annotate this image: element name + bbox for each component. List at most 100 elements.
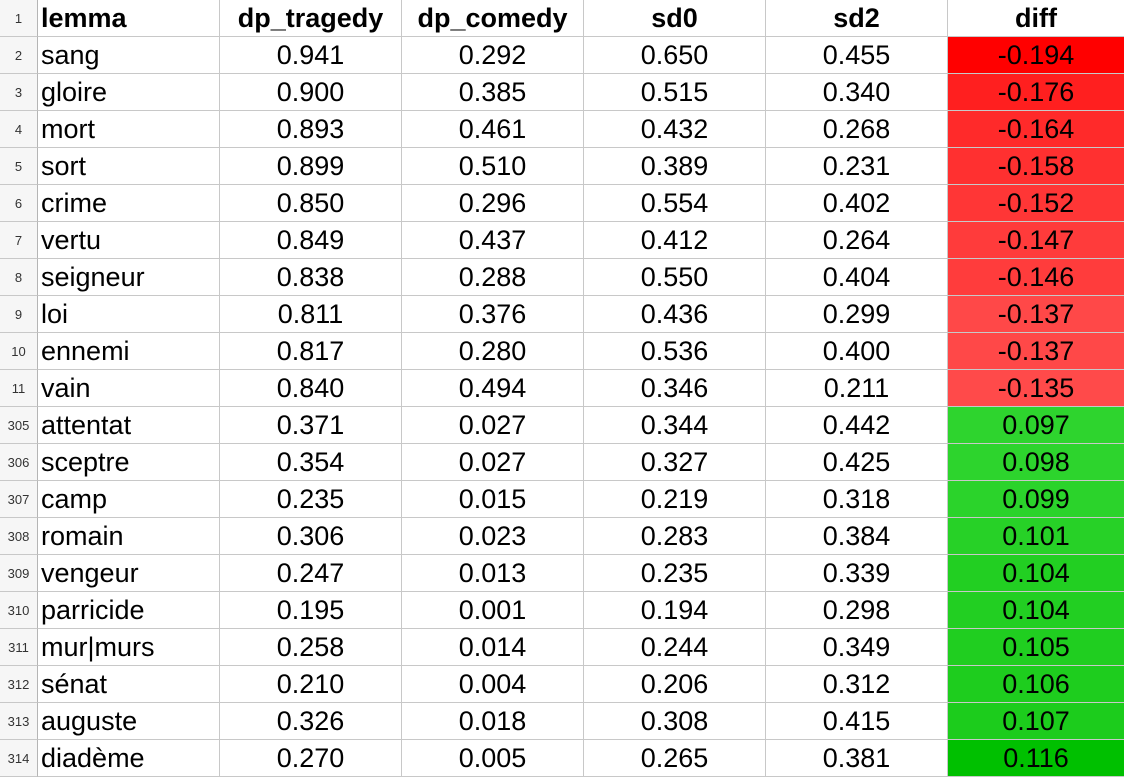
- cell-dp-comedy[interactable]: 0.027: [402, 444, 584, 481]
- row-number[interactable]: 308: [0, 518, 38, 555]
- cell-dp-tragedy[interactable]: 0.840: [220, 370, 402, 407]
- cell-sd2[interactable]: 0.298: [766, 592, 948, 629]
- row-number[interactable]: 305: [0, 407, 38, 444]
- cell-sd2[interactable]: 0.400: [766, 333, 948, 370]
- cell-diff[interactable]: 0.104: [948, 555, 1124, 592]
- cell-dp-comedy[interactable]: 0.376: [402, 296, 584, 333]
- cell-sd2[interactable]: 0.268: [766, 111, 948, 148]
- cell-diff[interactable]: -0.194: [948, 37, 1124, 74]
- cell-dp-comedy[interactable]: 0.015: [402, 481, 584, 518]
- cell-sd0[interactable]: 0.432: [584, 111, 766, 148]
- cell-dp-comedy[interactable]: 0.461: [402, 111, 584, 148]
- row-number[interactable]: 309: [0, 555, 38, 592]
- cell-sd2[interactable]: 0.402: [766, 185, 948, 222]
- cell-sd0[interactable]: 0.265: [584, 740, 766, 777]
- cell-lemma[interactable]: crime: [38, 185, 220, 222]
- cell-dp-tragedy[interactable]: 0.270: [220, 740, 402, 777]
- row-number[interactable]: 2: [0, 37, 38, 74]
- cell-diff[interactable]: 0.107: [948, 703, 1124, 740]
- cell-diff[interactable]: 0.098: [948, 444, 1124, 481]
- cell-lemma[interactable]: ennemi: [38, 333, 220, 370]
- cell-dp-comedy[interactable]: 0.013: [402, 555, 584, 592]
- cell-dp-comedy[interactable]: 0.510: [402, 148, 584, 185]
- cell-dp-comedy[interactable]: 0.296: [402, 185, 584, 222]
- column-header-dp-tragedy[interactable]: dp_tragedy: [220, 0, 402, 37]
- cell-sd0[interactable]: 0.650: [584, 37, 766, 74]
- cell-lemma[interactable]: camp: [38, 481, 220, 518]
- row-number[interactable]: 4: [0, 111, 38, 148]
- cell-sd0[interactable]: 0.219: [584, 481, 766, 518]
- cell-dp-tragedy[interactable]: 0.306: [220, 518, 402, 555]
- cell-sd0[interactable]: 0.235: [584, 555, 766, 592]
- cell-dp-comedy[interactable]: 0.280: [402, 333, 584, 370]
- cell-sd2[interactable]: 0.231: [766, 148, 948, 185]
- cell-lemma[interactable]: sang: [38, 37, 220, 74]
- cell-sd0[interactable]: 0.308: [584, 703, 766, 740]
- cell-dp-tragedy[interactable]: 0.354: [220, 444, 402, 481]
- row-number[interactable]: 314: [0, 740, 38, 777]
- cell-lemma[interactable]: seigneur: [38, 259, 220, 296]
- cell-sd0[interactable]: 0.206: [584, 666, 766, 703]
- cell-dp-comedy[interactable]: 0.437: [402, 222, 584, 259]
- cell-sd0[interactable]: 0.346: [584, 370, 766, 407]
- cell-diff[interactable]: -0.164: [948, 111, 1124, 148]
- cell-lemma[interactable]: gloire: [38, 74, 220, 111]
- row-number[interactable]: 5: [0, 148, 38, 185]
- cell-dp-comedy[interactable]: 0.027: [402, 407, 584, 444]
- cell-sd2[interactable]: 0.312: [766, 666, 948, 703]
- row-number[interactable]: 6: [0, 185, 38, 222]
- cell-diff[interactable]: 0.104: [948, 592, 1124, 629]
- cell-lemma[interactable]: auguste: [38, 703, 220, 740]
- cell-lemma[interactable]: sort: [38, 148, 220, 185]
- row-number[interactable]: 313: [0, 703, 38, 740]
- cell-diff[interactable]: -0.135: [948, 370, 1124, 407]
- cell-sd2[interactable]: 0.318: [766, 481, 948, 518]
- row-number[interactable]: 307: [0, 481, 38, 518]
- cell-dp-tragedy[interactable]: 0.900: [220, 74, 402, 111]
- cell-sd0[interactable]: 0.554: [584, 185, 766, 222]
- cell-sd2[interactable]: 0.381: [766, 740, 948, 777]
- cell-lemma[interactable]: sénat: [38, 666, 220, 703]
- cell-sd2[interactable]: 0.425: [766, 444, 948, 481]
- cell-sd2[interactable]: 0.339: [766, 555, 948, 592]
- cell-sd0[interactable]: 0.550: [584, 259, 766, 296]
- cell-dp-tragedy[interactable]: 0.235: [220, 481, 402, 518]
- cell-sd2[interactable]: 0.415: [766, 703, 948, 740]
- row-number[interactable]: 3: [0, 74, 38, 111]
- cell-sd2[interactable]: 0.455: [766, 37, 948, 74]
- row-number[interactable]: 1: [0, 0, 38, 37]
- cell-dp-tragedy[interactable]: 0.258: [220, 629, 402, 666]
- cell-dp-comedy[interactable]: 0.005: [402, 740, 584, 777]
- cell-lemma[interactable]: vertu: [38, 222, 220, 259]
- row-number[interactable]: 8: [0, 259, 38, 296]
- cell-dp-tragedy[interactable]: 0.247: [220, 555, 402, 592]
- cell-sd0[interactable]: 0.194: [584, 592, 766, 629]
- row-number[interactable]: 310: [0, 592, 38, 629]
- cell-lemma[interactable]: attentat: [38, 407, 220, 444]
- column-header-diff[interactable]: diff: [948, 0, 1124, 37]
- cell-diff[interactable]: -0.152: [948, 185, 1124, 222]
- cell-lemma[interactable]: sceptre: [38, 444, 220, 481]
- cell-sd2[interactable]: 0.340: [766, 74, 948, 111]
- cell-sd2[interactable]: 0.264: [766, 222, 948, 259]
- cell-dp-tragedy[interactable]: 0.811: [220, 296, 402, 333]
- cell-dp-tragedy[interactable]: 0.941: [220, 37, 402, 74]
- cell-dp-tragedy[interactable]: 0.195: [220, 592, 402, 629]
- cell-dp-comedy[interactable]: 0.292: [402, 37, 584, 74]
- cell-sd0[interactable]: 0.436: [584, 296, 766, 333]
- cell-diff[interactable]: 0.105: [948, 629, 1124, 666]
- cell-sd0[interactable]: 0.344: [584, 407, 766, 444]
- cell-sd2[interactable]: 0.349: [766, 629, 948, 666]
- cell-dp-tragedy[interactable]: 0.838: [220, 259, 402, 296]
- cell-dp-comedy[interactable]: 0.018: [402, 703, 584, 740]
- cell-sd0[interactable]: 0.536: [584, 333, 766, 370]
- cell-dp-tragedy[interactable]: 0.210: [220, 666, 402, 703]
- cell-diff[interactable]: -0.137: [948, 333, 1124, 370]
- cell-lemma[interactable]: vain: [38, 370, 220, 407]
- cell-diff[interactable]: -0.158: [948, 148, 1124, 185]
- cell-diff[interactable]: -0.147: [948, 222, 1124, 259]
- cell-dp-tragedy[interactable]: 0.850: [220, 185, 402, 222]
- row-number[interactable]: 10: [0, 333, 38, 370]
- row-number[interactable]: 11: [0, 370, 38, 407]
- cell-dp-comedy[interactable]: 0.004: [402, 666, 584, 703]
